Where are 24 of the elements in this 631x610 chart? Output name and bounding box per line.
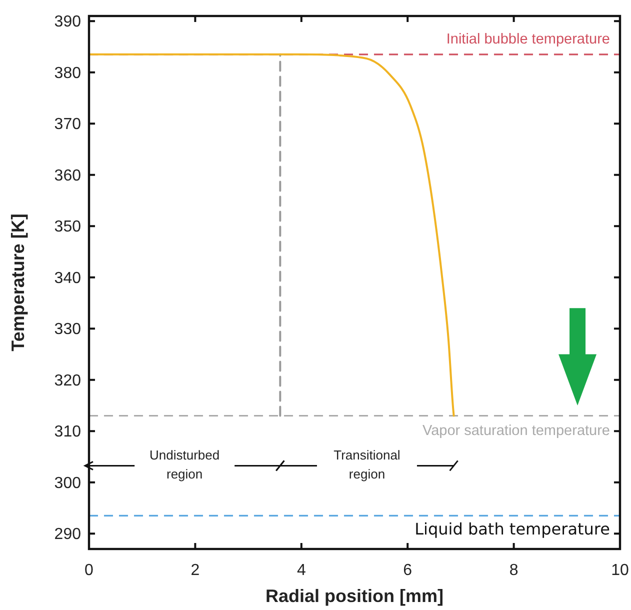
y-tick-label: 310 bbox=[54, 424, 82, 441]
y-tick-label: 390 bbox=[54, 14, 82, 31]
y-tick-label: 300 bbox=[54, 474, 82, 492]
x-tick-label: 8 bbox=[509, 562, 518, 579]
annotation: Transitional region bbox=[334, 448, 400, 482]
ref-line-label: Liquid bath temperature bbox=[414, 520, 610, 539]
y-tick-label: 330 bbox=[54, 321, 82, 338]
ref-line-label: Vapor saturation temperature bbox=[422, 422, 610, 439]
y-tick-label: 370 bbox=[54, 116, 82, 134]
x-axis-title: Radial position [mm] bbox=[265, 586, 444, 606]
x-tick-label: 10 bbox=[611, 562, 629, 579]
y-tick-label: 340 bbox=[54, 270, 82, 287]
ref-line-label: Initial bubble temperature bbox=[446, 31, 610, 48]
x-tick-label: 6 bbox=[403, 562, 412, 579]
annotation: Undisturbed region bbox=[150, 448, 220, 482]
y-axis-title: Temperature [K] bbox=[8, 214, 28, 352]
y-tick-label: 360 bbox=[54, 167, 82, 184]
x-tick-label: 0 bbox=[84, 562, 94, 579]
x-tick-label: 4 bbox=[296, 562, 306, 579]
y-tick-label: 350 bbox=[54, 218, 82, 236]
y-tick-label: 290 bbox=[54, 526, 82, 544]
y-tick-label: 380 bbox=[54, 64, 82, 82]
y-tick-label: 320 bbox=[54, 372, 82, 390]
x-tick-label: 2 bbox=[190, 562, 200, 579]
